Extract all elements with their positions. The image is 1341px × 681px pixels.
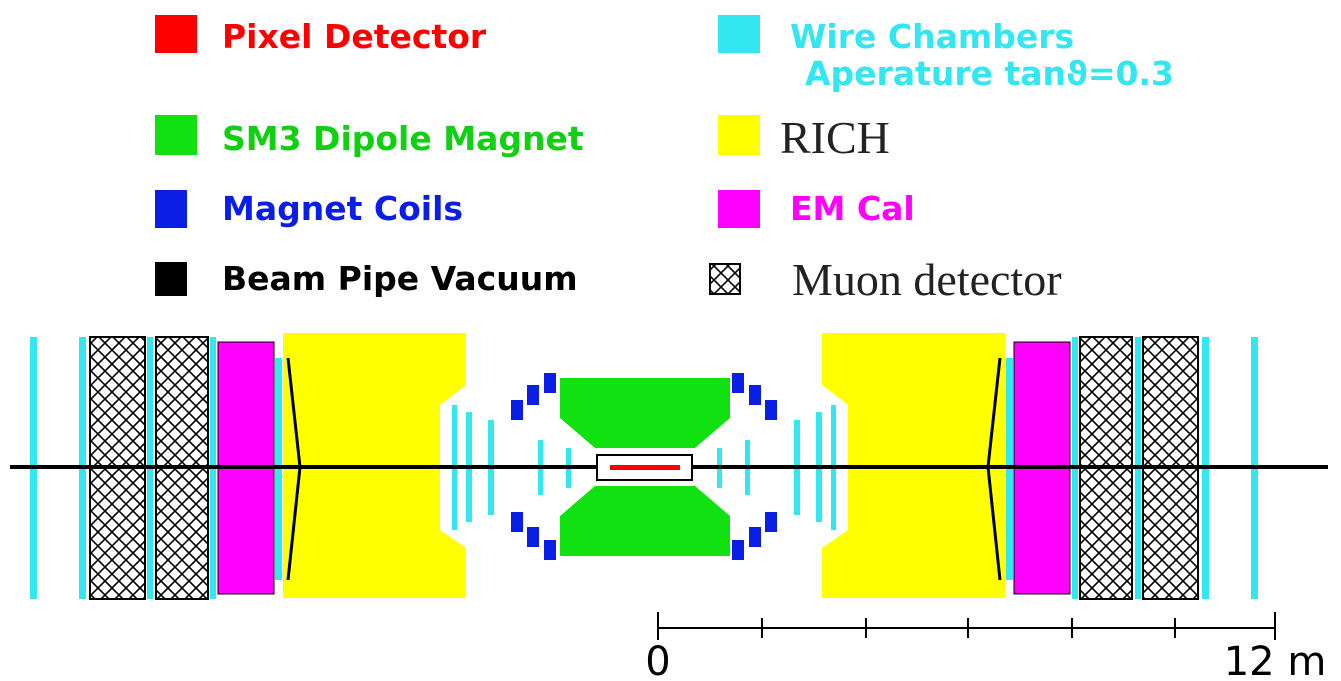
swatch — [155, 190, 187, 228]
swatch — [718, 15, 760, 53]
swatch — [718, 115, 760, 155]
swatch — [155, 262, 187, 296]
legend-label: EM Cal — [790, 189, 915, 228]
legend-label: Magnet Coils — [222, 189, 463, 228]
legend-label: SM3 Dipole Magnet — [222, 119, 584, 158]
legend-label: Pixel Detector — [222, 17, 487, 56]
pixel-detector — [596, 454, 693, 481]
swatch — [155, 15, 197, 53]
legend-label: Wire Chambers — [790, 17, 1074, 56]
scale-bar — [657, 612, 1276, 640]
legend-label: RICH — [780, 112, 890, 163]
legend-sublabel: Aperature tanϑ=0.3 — [805, 54, 1174, 93]
scale-end: 12 m — [1224, 639, 1327, 681]
legend: Pixel Detector Wire Chambers Aperature t… — [155, 15, 1174, 305]
swatch — [709, 263, 741, 295]
magnet — [560, 378, 730, 556]
scale-start: 0 — [645, 639, 670, 681]
legend-label: Muon detector — [792, 254, 1062, 305]
swatch — [155, 115, 197, 155]
swatch — [718, 190, 760, 228]
legend-label: Beam Pipe Vacuum — [222, 259, 578, 298]
